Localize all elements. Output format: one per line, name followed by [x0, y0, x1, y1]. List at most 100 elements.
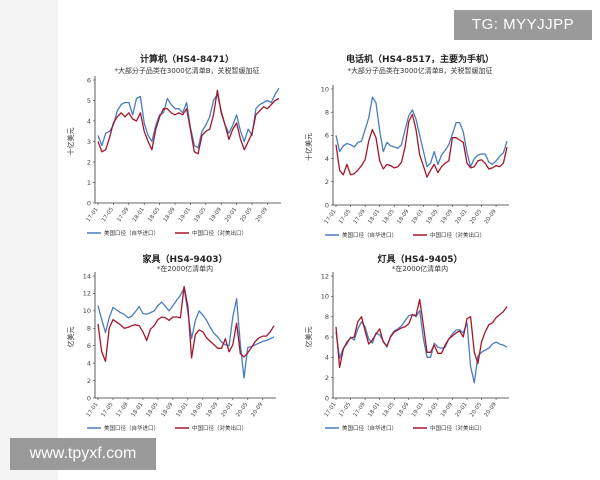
- x-tick-label: 17-09: [353, 401, 367, 418]
- y-tick-label: 10: [83, 307, 91, 315]
- chart-title: 计算机（HS4-8471）: [140, 53, 234, 65]
- x-tick-label: 20-01: [220, 402, 234, 419]
- x-tick-label: 17-09: [116, 206, 130, 223]
- y-tick-label: 2: [87, 377, 91, 385]
- x-tick-label: 18-05: [382, 208, 396, 225]
- left-margin-strip: [0, 0, 58, 480]
- legend-label-us: 美国口径（自华进口）: [104, 229, 159, 237]
- x-tick-label: 20-01: [455, 209, 469, 226]
- legend-label-cn: 中国口径（对美出口）: [192, 229, 247, 237]
- x-tick-label: 17-05: [101, 401, 115, 418]
- y-tick-label: 1: [87, 179, 91, 187]
- legend-label-us: 美国口径（自华进口）: [104, 424, 159, 432]
- series-line-us: [97, 87, 280, 149]
- y-tick-label: 2: [325, 178, 329, 186]
- x-tick-label: 18-01: [132, 207, 146, 224]
- x-tick-label: 18-01: [367, 402, 381, 419]
- y-tick-label: 12: [83, 290, 91, 298]
- chart-title: 灯具（HS4-9405）: [377, 253, 462, 265]
- x-tick-label: 20-01: [224, 207, 238, 224]
- x-tick-label: 19-05: [193, 206, 207, 223]
- x-tick-label: 20-09: [484, 401, 498, 418]
- x-tick-label: 19-09: [205, 401, 219, 418]
- x-tick-label: 19-05: [190, 401, 204, 418]
- legend-label-us: 美国口径（自华进口）: [342, 424, 397, 432]
- chart-title: 家具（HS4-9403）: [142, 253, 227, 265]
- y-axis-label: 十亿美元: [66, 128, 75, 156]
- x-tick-label: 17-09: [353, 208, 367, 225]
- x-tick-label: 19-05: [425, 401, 439, 418]
- chart-subtitle: *大部分子品类在3000亿清单B，关税暂缓加征: [114, 66, 259, 75]
- y-tick-label: 14: [83, 272, 91, 280]
- y-tick-label: 4: [325, 354, 329, 362]
- y-tick-label: 5: [87, 97, 91, 105]
- legend-label-us: 美国口径（自华进口）: [342, 231, 397, 239]
- y-tick-label: 0: [87, 199, 91, 207]
- x-tick-label: 18-09: [160, 401, 174, 418]
- chart-subtitle: *大部分子品类在3000亿清单B，关税暂缓加征: [347, 66, 492, 75]
- y-tick-label: 2: [325, 374, 329, 382]
- legend-label-cn: 中国口径（对美出口）: [430, 231, 485, 239]
- x-tick-label: 20-05: [469, 401, 483, 418]
- x-tick-label: 19-09: [209, 206, 223, 223]
- x-tick-label: 18-09: [396, 401, 410, 418]
- watermark-bottom: www.tpyxf.com: [10, 438, 156, 470]
- x-tick-label: 17-01: [86, 207, 100, 224]
- y-tick-label: 0: [325, 394, 329, 402]
- y-tick-label: 4: [87, 117, 91, 125]
- legend-label-cn: 中国口径（对美出口）: [192, 424, 247, 432]
- y-tick-label: 12: [321, 272, 329, 280]
- x-tick-label: 17-01: [86, 402, 100, 419]
- y-tick-label: 0: [325, 201, 329, 209]
- y-tick-label: 6: [325, 132, 329, 140]
- series-line-us: [97, 287, 275, 379]
- y-tick-label: 10: [321, 293, 329, 301]
- y-tick-label: 2: [87, 158, 91, 166]
- y-tick-label: 6: [87, 342, 91, 350]
- x-tick-label: 17-05: [338, 208, 352, 225]
- x-tick-label: 17-01: [324, 402, 338, 419]
- y-tick-label: 6: [325, 333, 329, 341]
- x-tick-label: 20-09: [255, 206, 269, 223]
- x-tick-label: 20-05: [235, 401, 249, 418]
- x-tick-label: 20-01: [455, 402, 469, 419]
- y-tick-label: 8: [87, 325, 91, 333]
- x-tick-label: 18-09: [396, 208, 410, 225]
- x-tick-label: 19-05: [425, 208, 439, 225]
- x-tick-label: 20-09: [250, 401, 264, 418]
- y-tick-label: 0: [87, 394, 91, 402]
- y-tick-label: 4: [325, 155, 329, 163]
- watermark-top: TG: MYYJJPP: [454, 10, 592, 40]
- series-line-cn: [97, 285, 275, 363]
- x-tick-label: 17-09: [116, 401, 130, 418]
- y-tick-label: 8: [325, 109, 329, 117]
- x-tick-label: 19-09: [440, 401, 454, 418]
- legend-label-cn: 中国口径（对美出口）: [430, 424, 485, 432]
- chart-subtitle: *在2000亿清单内: [157, 264, 213, 273]
- x-tick-label: 19-01: [411, 402, 425, 419]
- series-line-cn: [335, 298, 508, 369]
- y-axis-label: 十亿美元: [304, 133, 313, 161]
- x-tick-label: 19-01: [411, 209, 425, 226]
- x-tick-label: 20-05: [240, 206, 254, 223]
- x-tick-label: 20-05: [469, 208, 483, 225]
- x-tick-label: 17-01: [324, 209, 338, 226]
- x-tick-label: 17-05: [338, 401, 352, 418]
- x-tick-label: 19-01: [178, 207, 192, 224]
- x-tick-label: 19-01: [175, 402, 189, 419]
- y-tick-label: 6: [87, 76, 91, 84]
- x-tick-label: 17-05: [101, 206, 115, 223]
- x-tick-label: 19-09: [440, 208, 454, 225]
- x-tick-label: 18-09: [163, 206, 177, 223]
- y-tick-label: 10: [321, 85, 329, 93]
- series-line-cn: [97, 89, 280, 155]
- x-tick-label: 18-05: [382, 401, 396, 418]
- x-tick-label: 20-09: [484, 208, 498, 225]
- series-line-us: [335, 96, 508, 168]
- series-line-cn: [335, 113, 508, 178]
- y-tick-label: 8: [325, 313, 329, 321]
- y-tick-label: 4: [87, 359, 91, 367]
- chart-title: 电话机（HS4-8517，主要为手机）: [346, 53, 494, 65]
- x-tick-label: 18-05: [145, 401, 159, 418]
